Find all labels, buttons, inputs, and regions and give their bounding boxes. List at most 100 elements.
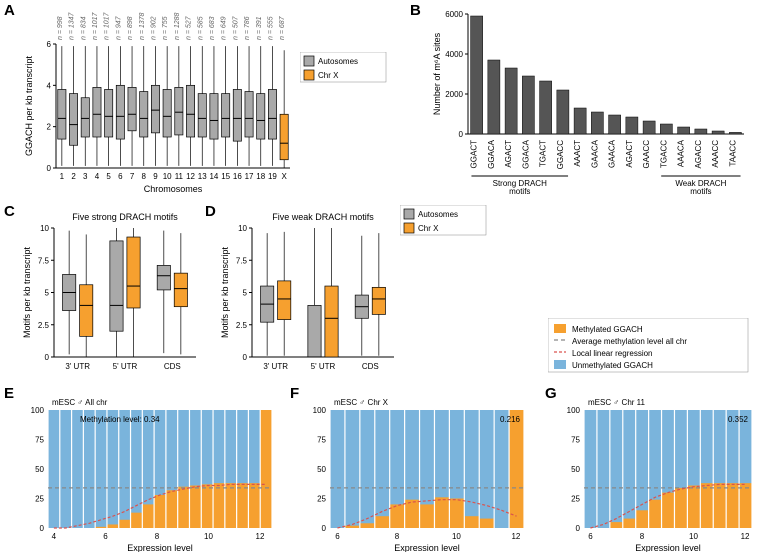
svg-text:12: 12 xyxy=(511,532,520,541)
svg-text:Number of m⁶A sites: Number of m⁶A sites xyxy=(432,32,442,115)
svg-text:0: 0 xyxy=(576,524,581,533)
svg-text:25: 25 xyxy=(571,495,580,504)
svg-text:Motifs per kb transcript: Motifs per kb transcript xyxy=(22,246,32,338)
svg-text:GAACA: GAACA xyxy=(590,139,599,168)
svg-text:GGACH per kb transcript: GGACH per kb transcript xyxy=(24,55,34,156)
svg-text:6: 6 xyxy=(588,532,593,541)
svg-text:4: 4 xyxy=(52,532,57,541)
legend-a: Autosomes Chr X xyxy=(300,52,390,84)
svg-text:50: 50 xyxy=(35,465,44,474)
svg-text:n = 834: n = 834 xyxy=(80,16,87,40)
svg-text:Chr X: Chr X xyxy=(418,224,439,233)
svg-text:n = 555: n = 555 xyxy=(267,16,274,40)
svg-text:6: 6 xyxy=(118,172,123,181)
svg-text:0: 0 xyxy=(45,353,50,362)
svg-text:2000: 2000 xyxy=(445,90,463,99)
svg-text:50: 50 xyxy=(571,465,580,474)
svg-text:Expression level: Expression level xyxy=(635,543,701,552)
svg-text:TGACC: TGACC xyxy=(659,140,668,168)
svg-text:GGACT: GGACT xyxy=(470,140,479,169)
svg-text:Local linear regression: Local linear regression xyxy=(572,349,653,358)
svg-text:Unmethylated GGACH: Unmethylated GGACH xyxy=(572,361,653,370)
svg-text:9: 9 xyxy=(153,172,158,181)
panel-label-b: B xyxy=(410,2,421,19)
svg-text:GAACA: GAACA xyxy=(608,139,617,168)
panel-label-g: G xyxy=(545,385,557,402)
svg-text:1: 1 xyxy=(60,172,65,181)
svg-text:18: 18 xyxy=(256,172,265,181)
chart-c: Five strong DRACH motifs02.557.5103' UTR… xyxy=(20,210,200,375)
svg-text:4: 4 xyxy=(95,172,100,181)
svg-text:Expression level: Expression level xyxy=(394,543,460,552)
svg-text:13: 13 xyxy=(198,172,207,181)
svg-text:25: 25 xyxy=(35,495,44,504)
svg-text:n = 1017: n = 1017 xyxy=(104,11,111,40)
svg-text:10: 10 xyxy=(238,224,247,233)
svg-text:10: 10 xyxy=(689,532,698,541)
svg-text:10: 10 xyxy=(452,532,461,541)
svg-text:mESC ♂ Chr X: mESC ♂ Chr X xyxy=(334,398,389,407)
svg-text:12: 12 xyxy=(186,172,195,181)
svg-text:19: 19 xyxy=(268,172,277,181)
svg-text:AGACC: AGACC xyxy=(694,140,703,169)
svg-text:10: 10 xyxy=(204,532,213,541)
svg-text:0: 0 xyxy=(40,524,45,533)
svg-text:4000: 4000 xyxy=(445,50,463,59)
svg-text:motifs: motifs xyxy=(509,187,530,194)
svg-text:10: 10 xyxy=(40,224,49,233)
legend-efg: Methylated GGACH Average methylation leve… xyxy=(548,318,752,374)
svg-text:CDS: CDS xyxy=(164,362,181,371)
chart-d: Five weak DRACH motifs02.557.5103' UTR5'… xyxy=(218,210,398,375)
svg-text:n = 391: n = 391 xyxy=(256,16,263,40)
svg-text:CDS: CDS xyxy=(362,362,379,371)
svg-text:5: 5 xyxy=(45,289,50,298)
svg-text:12: 12 xyxy=(741,532,750,541)
svg-text:Average methylation level all: Average methylation level all chr xyxy=(572,337,687,346)
chart-e: mESC ♂ All chr02550751004681012Expressio… xyxy=(20,394,276,552)
svg-text:mESC ♂ All chr: mESC ♂ All chr xyxy=(52,398,108,407)
svg-text:0: 0 xyxy=(47,164,52,173)
svg-text:n = 902: n = 902 xyxy=(150,16,157,40)
svg-text:0: 0 xyxy=(322,524,327,533)
svg-text:6: 6 xyxy=(335,532,340,541)
chart-g: mESC ♂ Chr 110255075100681012Expression … xyxy=(556,394,756,552)
panel-label-e: E xyxy=(4,385,14,402)
svg-text:0.352: 0.352 xyxy=(728,415,749,424)
svg-text:75: 75 xyxy=(317,436,326,445)
svg-text:5: 5 xyxy=(106,172,111,181)
chart-a: 02461n = 9982n = 13473n = 8344n = 10175n… xyxy=(20,8,298,194)
svg-text:GGACA: GGACA xyxy=(487,139,496,169)
svg-text:100: 100 xyxy=(313,406,327,415)
svg-text:75: 75 xyxy=(35,436,44,445)
svg-text:7.5: 7.5 xyxy=(236,256,248,265)
svg-text:6000: 6000 xyxy=(445,10,463,19)
svg-text:11: 11 xyxy=(175,172,184,181)
svg-text:Motifs per kb transcript: Motifs per kb transcript xyxy=(220,246,230,338)
svg-text:3: 3 xyxy=(83,172,88,181)
svg-text:Autosomes: Autosomes xyxy=(318,57,358,66)
svg-text:n = 1288: n = 1288 xyxy=(174,12,181,40)
svg-text:14: 14 xyxy=(209,172,218,181)
svg-text:2: 2 xyxy=(47,123,52,132)
svg-text:7: 7 xyxy=(130,172,135,181)
svg-text:AAACC: AAACC xyxy=(711,140,720,168)
svg-text:5: 5 xyxy=(243,289,248,298)
svg-text:17: 17 xyxy=(245,172,254,181)
svg-text:8: 8 xyxy=(142,172,147,181)
svg-text:2.5: 2.5 xyxy=(236,321,248,330)
svg-text:TGACT: TGACT xyxy=(539,140,548,167)
svg-text:n = 507: n = 507 xyxy=(232,15,239,40)
svg-text:Methylated GGACH: Methylated GGACH xyxy=(572,325,643,334)
svg-text:AAACT: AAACT xyxy=(573,140,582,167)
svg-text:0.216: 0.216 xyxy=(500,415,521,424)
svg-text:8: 8 xyxy=(155,532,160,541)
svg-text:Chr X: Chr X xyxy=(318,71,339,80)
svg-text:6: 6 xyxy=(103,532,108,541)
svg-text:Chromosomes: Chromosomes xyxy=(144,184,203,194)
svg-text:25: 25 xyxy=(317,495,326,504)
panel-label-f: F xyxy=(290,385,299,402)
svg-text:0: 0 xyxy=(243,353,248,362)
svg-text:mESC ♂ Chr 11: mESC ♂ Chr 11 xyxy=(588,398,646,407)
svg-text:8: 8 xyxy=(640,532,645,541)
svg-text:n = 649: n = 649 xyxy=(221,16,228,40)
